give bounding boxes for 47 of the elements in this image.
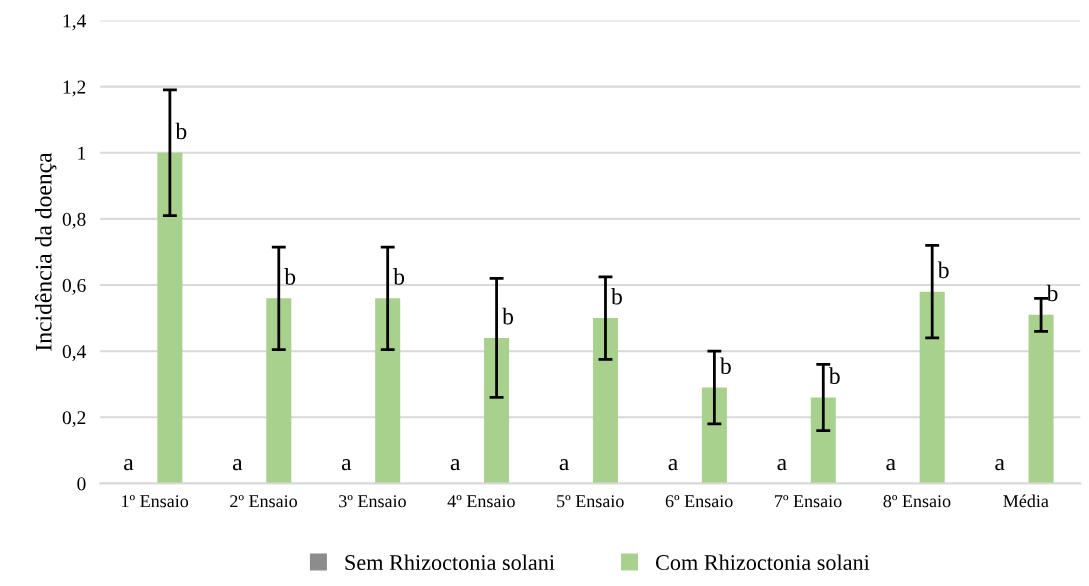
x-tick-label: 8º Ensaio bbox=[883, 495, 951, 508]
bar bbox=[266, 298, 292, 484]
legend-label: Sem Rhizoctonia solani bbox=[345, 554, 555, 571]
y-tick-label: 0 bbox=[77, 477, 86, 491]
x-tick-label: 7º Ensaio bbox=[775, 495, 842, 508]
annotation: b bbox=[611, 287, 622, 305]
annotation: a bbox=[232, 459, 243, 471]
bar bbox=[810, 397, 836, 484]
annotation: b bbox=[1046, 284, 1058, 302]
bar bbox=[484, 337, 510, 484]
x-tick-label: 3º Ensaio bbox=[339, 495, 406, 508]
annotation: a bbox=[668, 459, 678, 471]
annotation: b bbox=[502, 307, 514, 325]
bar bbox=[157, 152, 183, 484]
x-tick-label: 5º Ensaio bbox=[557, 495, 624, 508]
y-tick-label: 1 bbox=[78, 146, 86, 160]
annotation: a bbox=[124, 459, 134, 471]
bar bbox=[1028, 314, 1054, 484]
x-tick-label: 2º Ensaio bbox=[230, 495, 297, 508]
annotation: a bbox=[886, 459, 896, 471]
annotation: b bbox=[393, 268, 405, 285]
annotation: b bbox=[719, 357, 731, 375]
y-tick-label: 1,4 bbox=[63, 14, 86, 31]
annotation: b bbox=[828, 367, 840, 384]
annotation: b bbox=[175, 122, 187, 140]
x-tick-label: 6º Ensaio bbox=[665, 495, 733, 508]
x-tick-label: 4º Ensaio bbox=[447, 495, 515, 508]
x-tick-label: Média bbox=[1003, 494, 1049, 508]
bar bbox=[701, 387, 727, 484]
y-tick-label: 0,2 bbox=[62, 411, 86, 428]
annotation: b bbox=[284, 268, 296, 285]
y-tick-label: 0,8 bbox=[62, 212, 86, 229]
y-axis-title: Incidência da doença bbox=[34, 152, 57, 351]
bar bbox=[592, 318, 619, 484]
annotation: a bbox=[450, 459, 461, 471]
bar bbox=[919, 291, 945, 484]
x-tick-label: 1º Ensaio bbox=[122, 495, 189, 508]
bar bbox=[375, 298, 401, 484]
annotation: a bbox=[559, 459, 570, 471]
y-tick-label: 0,4 bbox=[62, 345, 86, 361]
annotation: a bbox=[341, 459, 352, 471]
annotation: b bbox=[937, 261, 949, 279]
y-tick-label: 0,6 bbox=[62, 278, 86, 295]
annotation: a bbox=[995, 459, 1005, 471]
legend-label: Com Rhizoctonia solani bbox=[655, 554, 870, 571]
annotation: a bbox=[777, 459, 787, 471]
y-tick-label: 1,2 bbox=[63, 80, 86, 97]
